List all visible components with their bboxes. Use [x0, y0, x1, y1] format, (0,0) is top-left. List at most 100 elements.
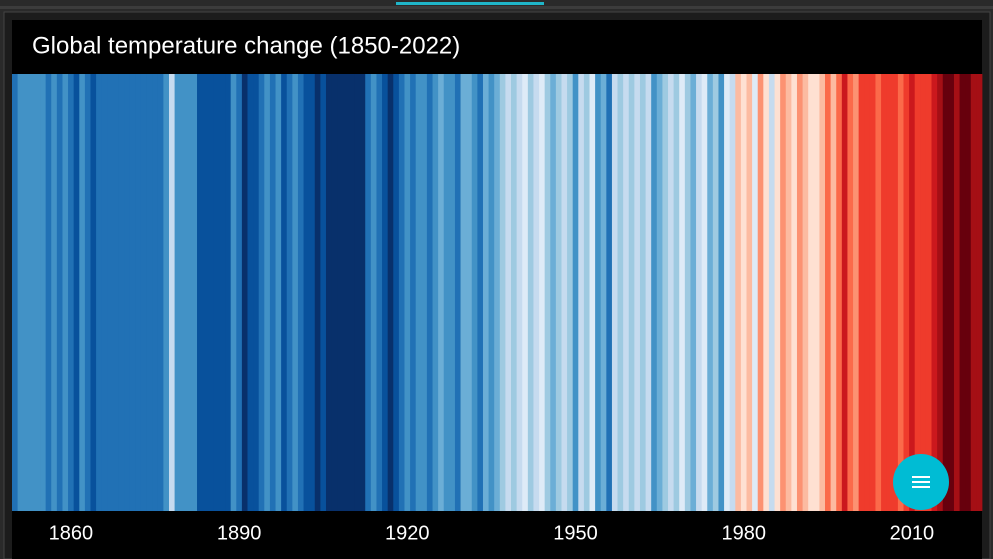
stripe: [466, 74, 473, 511]
menu-icon-line: [912, 486, 930, 488]
stripe: [309, 74, 316, 511]
stripe: [858, 74, 865, 511]
stripe: [544, 74, 551, 511]
stripe: [387, 74, 394, 511]
x-tick-label: 1860: [49, 522, 94, 544]
stripe: [488, 74, 495, 511]
stripe: [679, 74, 686, 511]
stripe: [583, 74, 590, 511]
stripe: [73, 74, 80, 511]
stripe: [645, 74, 652, 511]
stripe: [365, 74, 372, 511]
stripe: [752, 74, 759, 511]
x-tick-label: 1950: [553, 522, 598, 544]
stripe: [185, 74, 192, 511]
stripe: [129, 74, 136, 511]
stripe: [746, 74, 753, 511]
stripe: [398, 74, 405, 511]
stripe: [914, 74, 921, 511]
stripe: [718, 74, 725, 511]
stripe: [45, 74, 52, 511]
stripe: [740, 74, 747, 511]
x-tick-label: 1890: [217, 522, 262, 544]
stripe: [342, 74, 349, 511]
menu-icon-line: [912, 481, 930, 483]
stripe: [729, 74, 736, 511]
stripe: [68, 74, 75, 511]
stripe: [90, 74, 97, 511]
x-tick-label: 1920: [385, 522, 430, 544]
stripe: [903, 74, 910, 511]
stripe: [135, 74, 142, 511]
stripe: [191, 74, 198, 511]
stripe: [825, 74, 832, 511]
menu-button[interactable]: [893, 454, 949, 510]
stripe: [393, 74, 400, 511]
stripe: [269, 74, 276, 511]
stripe: [813, 74, 820, 511]
stripe: [948, 74, 955, 511]
stripe: [163, 74, 170, 511]
stripe: [724, 74, 731, 511]
stripe: [34, 74, 41, 511]
stripe: [819, 74, 826, 511]
stripe: [124, 74, 131, 511]
stripe: [634, 74, 641, 511]
stripe: [533, 74, 540, 511]
stripe: [892, 74, 899, 511]
stripe: [589, 74, 596, 511]
stripe: [354, 74, 361, 511]
stripe: [292, 74, 299, 511]
stripe: [247, 74, 254, 511]
stripe: [241, 74, 248, 511]
stripe: [802, 74, 809, 511]
stripe: [348, 74, 355, 511]
stripe: [623, 74, 630, 511]
stripe: [875, 74, 882, 511]
stripe: [477, 74, 484, 511]
stripe: [101, 74, 108, 511]
stripe: [51, 74, 58, 511]
stripe: [931, 74, 938, 511]
stripe: [253, 74, 260, 511]
stripe: [157, 74, 164, 511]
stripe: [881, 74, 888, 511]
stripe: [864, 74, 871, 511]
stripe: [460, 74, 467, 511]
top-bar: [0, 6, 993, 9]
stripe: [757, 74, 764, 511]
stripe: [696, 74, 703, 511]
stripe: [28, 74, 35, 511]
stripe: [522, 74, 529, 511]
stripe: [202, 74, 209, 511]
stripe: [56, 74, 63, 511]
stripe: [595, 74, 602, 511]
stripe: [925, 74, 932, 511]
stripe: [320, 74, 327, 511]
stripe: [690, 74, 697, 511]
stripe: [494, 74, 501, 511]
stripe: [965, 74, 972, 511]
stripe: [505, 74, 512, 511]
stripe: [572, 74, 579, 511]
stripe: [112, 74, 119, 511]
stripe: [561, 74, 568, 511]
stripe: [482, 74, 489, 511]
stripe: [17, 74, 24, 511]
stripe: [684, 74, 691, 511]
stripe: [701, 74, 708, 511]
stripe: [84, 74, 91, 511]
stripe: [303, 74, 310, 511]
stripe: [869, 74, 876, 511]
stripe: [499, 74, 506, 511]
stripe: [937, 74, 944, 511]
stripe: [555, 74, 562, 511]
active-tab-indicator: [396, 2, 544, 5]
stripe: [471, 74, 478, 511]
stripe: [225, 74, 232, 511]
stripe: [791, 74, 798, 511]
stripe: [382, 74, 389, 511]
stripe: [920, 74, 927, 511]
stripe: [516, 74, 523, 511]
stripe: [656, 74, 663, 511]
